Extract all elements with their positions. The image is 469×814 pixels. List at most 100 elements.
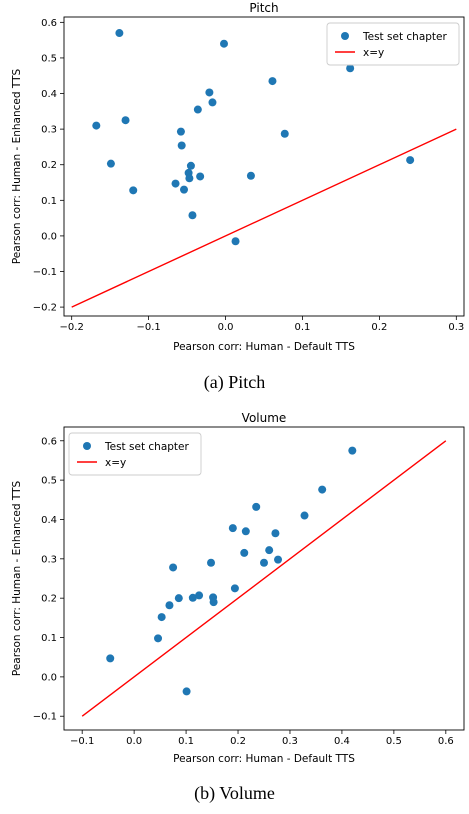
pitch-caption: (a) Pitch <box>203 372 266 392</box>
volume-chart: Volume −0.1 0.0 0.1 0.2 0.3 0.4 0.5 0.6 −0.1 0.0 0.… <box>11 411 465 765</box>
x-tick-label: 0.0 <box>126 736 142 747</box>
data-point <box>300 511 309 520</box>
data-point <box>406 156 415 165</box>
chart-title: Volume <box>242 411 287 425</box>
data-point <box>271 529 280 538</box>
data-point <box>171 179 180 188</box>
y-tick-label: 0.2 <box>41 594 57 605</box>
data-point <box>174 594 183 603</box>
x-tick-label: 0.1 <box>295 322 311 333</box>
x-axis-label: Pearson corr: Human - Default TTS <box>173 753 355 765</box>
data-point <box>129 186 138 195</box>
data-point <box>196 172 205 181</box>
y-tick-label: 0.0 <box>41 231 57 242</box>
y-tick-label: 0.5 <box>41 476 57 487</box>
data-point <box>208 98 217 107</box>
pitch-chart: Pitch −0.2 −0.1 0.0 0.1 0.2 0.3 −0.2 −0.1 0.0 0.1 0… <box>11 1 465 353</box>
legend-label: Test set chapter <box>362 31 448 43</box>
y-tick-label: 0.3 <box>41 554 57 565</box>
y-tick-label: 0.4 <box>41 89 57 100</box>
legend-label: x=y <box>363 47 384 59</box>
x-tick-label: 0.6 <box>438 736 454 747</box>
x-tick-label: 0.4 <box>334 736 350 747</box>
data-point <box>106 654 115 663</box>
legend-dot-swatch <box>83 442 91 450</box>
data-point <box>348 446 357 455</box>
y-tick-label: 0.6 <box>41 436 57 447</box>
data-point <box>185 174 194 183</box>
data-point <box>169 563 178 572</box>
identity-line <box>81 440 447 717</box>
y-tick-label: 0.4 <box>41 515 57 526</box>
data-point <box>260 558 268 567</box>
y-tick-label: 0.1 <box>41 633 57 644</box>
data-point <box>274 555 283 564</box>
data-point <box>318 485 327 494</box>
data-point <box>268 77 277 86</box>
y-tick-label: −0.1 <box>33 712 57 723</box>
data-point <box>188 593 197 602</box>
data-point <box>346 64 355 73</box>
plot-frame <box>63 426 465 731</box>
data-point <box>176 127 185 136</box>
legend-box <box>68 432 202 476</box>
data-point <box>265 546 274 555</box>
x-tick-label: 0.3 <box>448 322 464 333</box>
data-point <box>154 634 163 643</box>
data-point <box>220 39 228 48</box>
y-tick-label: 0.3 <box>41 125 57 136</box>
data-point <box>207 558 216 567</box>
data-point <box>193 105 202 114</box>
data-point <box>121 116 130 125</box>
data-point <box>186 161 195 170</box>
legend: Test set chapter x=y <box>326 22 460 66</box>
y-axis-label: Pearson corr: Human - Enhanced TTS <box>11 481 23 677</box>
x-tick-label: 0.1 <box>178 736 194 747</box>
x-tick-label: 0.2 <box>230 736 246 747</box>
identity-line <box>71 128 457 308</box>
y-tick-label: 0.6 <box>41 18 57 29</box>
legend-box <box>326 22 460 66</box>
x-tick-label: 0.3 <box>282 736 298 747</box>
y-tick-label: 0.0 <box>41 672 57 683</box>
data-point <box>182 687 191 696</box>
y-tick-label: 0.1 <box>41 196 57 207</box>
data-point <box>165 601 174 610</box>
y-axis-label: Pearson corr: Human - Enhanced TTS <box>11 69 23 265</box>
x-tick-label: 0.0 <box>218 322 234 333</box>
data-point <box>241 527 250 536</box>
volume-caption: (b) Volume <box>194 783 275 803</box>
data-point <box>92 121 101 130</box>
data-point <box>115 29 124 38</box>
data-point <box>188 211 197 220</box>
legend: Test set chapter x=y <box>68 432 202 476</box>
data-point <box>228 524 237 533</box>
x-tick-label: 0.2 <box>371 322 387 333</box>
data-point <box>209 598 218 607</box>
y-tick-label: −0.1 <box>33 267 57 278</box>
plot-frame <box>63 16 465 317</box>
data-point <box>205 88 214 97</box>
data-point <box>106 159 115 168</box>
x-axis-label: Pearson corr: Human - Default TTS <box>173 341 355 353</box>
data-point <box>240 548 249 557</box>
x-tick-label: −0.1 <box>70 736 94 747</box>
data-point <box>195 591 204 600</box>
x-tick-label: −0.2 <box>60 322 84 333</box>
legend-label: Test set chapter <box>104 441 190 453</box>
data-point <box>230 584 239 593</box>
y-tick-label: 0.5 <box>41 53 57 64</box>
x-tick-label: −0.1 <box>136 322 160 333</box>
data-point <box>280 129 289 138</box>
legend-label: x=y <box>105 457 126 469</box>
chart-title: Pitch <box>249 1 278 15</box>
y-tick-label: 0.2 <box>41 160 57 171</box>
data-point <box>246 171 255 180</box>
legend-dot-swatch <box>341 32 349 40</box>
data-point <box>177 141 186 150</box>
x-tick-label: 0.5 <box>386 736 402 747</box>
data-point <box>231 237 240 246</box>
data-point <box>157 613 166 622</box>
data-point <box>252 502 261 511</box>
y-tick-label: −0.2 <box>33 303 57 314</box>
